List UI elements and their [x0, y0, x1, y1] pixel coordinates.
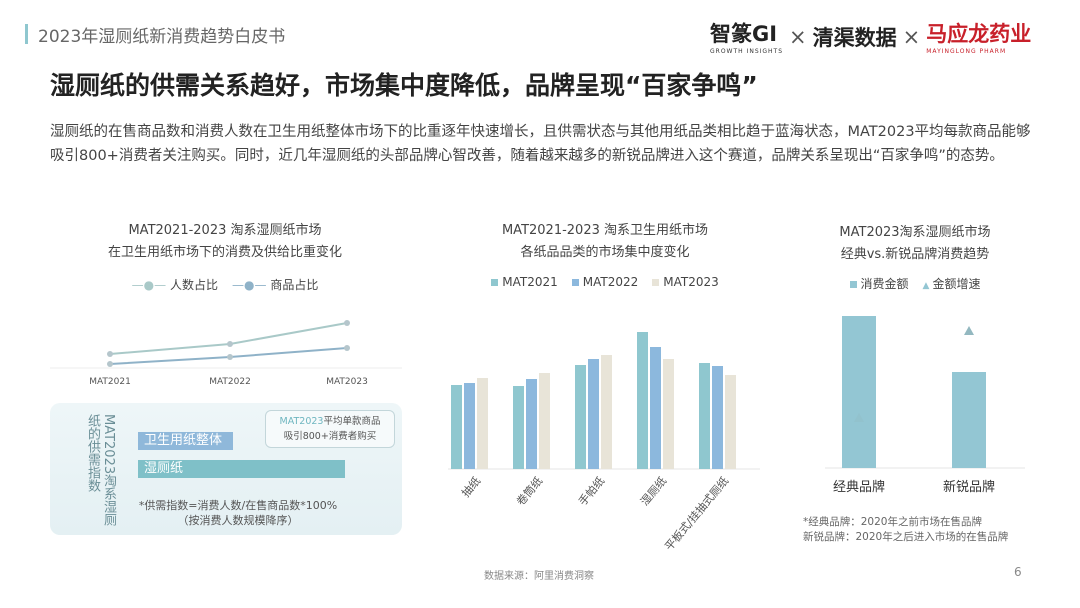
growth-marker — [854, 413, 864, 422]
formula-note: *供需指数=消费人数/在售商品数*100% （按消费人数规模降序） — [138, 499, 338, 527]
legend-item: MAT2022 — [571, 275, 638, 289]
bar-legend: MAT2021 MAT2022 MAT2023 — [440, 275, 770, 289]
zhizhuan-logo: 智篆GI GROWTH INSIGHTS — [710, 22, 784, 55]
legend-item: 消费金额 — [849, 275, 909, 292]
bar — [575, 365, 586, 469]
bar — [513, 386, 524, 469]
legend-item: MAT2021 — [491, 275, 558, 289]
series-line — [109, 322, 348, 355]
mayinglong-logo: 马应龙药业 MAYINGLONG PHARM — [926, 22, 1032, 55]
bar — [637, 332, 648, 469]
bar — [725, 375, 736, 469]
data-point — [344, 345, 350, 351]
chart-title: MAT2021-2023 淘系卫生用纸市场 — [501, 223, 709, 238]
data-point — [227, 354, 233, 360]
x-tick-label: MAT2021 — [89, 377, 131, 387]
bar — [952, 372, 986, 468]
report-title: 2023年湿厕纸新消费趋势白皮书 — [38, 27, 286, 47]
brand-chart-title: MAT2023淘系湿厕纸市场 经典vs.新锐品牌消费趋势 — [800, 222, 1030, 266]
data-point — [344, 320, 350, 326]
panel-label: MAT2023淘系湿厕纸的供需指数 — [85, 414, 116, 527]
chart-subtitle: 经典vs.新锐品牌消费趋势 — [840, 247, 990, 262]
brand-chart: 经典品牌 新锐品牌 — [825, 316, 1025, 495]
bar — [699, 363, 710, 469]
bar — [712, 366, 723, 469]
page-number: 6 — [1014, 565, 1022, 579]
x-tick-label: 抽纸 — [458, 474, 483, 500]
data-point — [227, 341, 233, 347]
bar — [842, 316, 876, 468]
x-tick-label: MAT2022 — [209, 377, 251, 387]
callout-box: MAT2023平均单款商品 吸引800+消费者购买 — [265, 410, 395, 448]
brand-legend: 消费金额 ▲ 金额增速 — [800, 275, 1030, 292]
x-tick-label: 新锐品牌 — [943, 479, 995, 495]
bar — [601, 355, 612, 469]
separator: × — [789, 24, 807, 49]
data-point — [107, 351, 113, 357]
bar — [650, 347, 661, 469]
page-title: 湿厕纸的供需关系趋好，市场集中度降低，品牌呈现“百家争鸣” — [50, 71, 758, 100]
line-legend: —●— 人数占比 —●— 商品占比 — [60, 276, 390, 293]
x-tick-label: 经典品牌 — [833, 479, 885, 495]
qingqu-logo: 清渠数据 — [812, 25, 897, 50]
chart-title: MAT2021-2023 淘系湿厕纸市场 — [128, 223, 322, 238]
bar — [464, 383, 475, 469]
separator: × — [902, 24, 921, 49]
partner-logos: 智篆GI GROWTH INSIGHTS × 清渠数据 × 马应龙药业 MAYING… — [710, 18, 1031, 55]
legend-item: —●— 人数占比 — [131, 278, 218, 292]
supply-bar: 卫生用纸整体 — [138, 432, 234, 450]
chart-subtitle: 在卫生用纸市场下的消费及供给比重变化 — [107, 245, 342, 260]
x-tick-label: 湿厕纸 — [638, 475, 669, 509]
supply-bar: 湿厕纸 — [138, 460, 345, 478]
legend-item: MAT2023 — [652, 275, 719, 289]
x-tick-label: MAT2023 — [326, 377, 368, 387]
chart-title: MAT2023淘系湿厕纸市场 — [839, 225, 991, 240]
header-accent-bar — [25, 24, 28, 44]
legend-item: ▲ 金额增速 — [922, 277, 981, 291]
bar — [526, 379, 537, 469]
line-chart: MAT2021 MAT2022 MAT2023 — [50, 320, 402, 387]
bar — [663, 359, 674, 469]
chart-subtitle: 各纸品品类的市场集中度变化 — [520, 245, 690, 260]
intro-paragraph: 湿厕纸的在售商品数和消费人数在卫生用纸整体市场下的比重逐年快速增长，且供需状态与… — [50, 124, 1031, 164]
x-tick-label: 卷筒纸 — [513, 474, 545, 508]
line-chart-title: MAT2021-2023 淘系湿厕纸市场 在卫生用纸市场下的消费及供给比重变化 — [60, 220, 390, 264]
bar — [477, 378, 488, 469]
x-tick-label: 手帕纸 — [575, 474, 607, 508]
data-source: 数据来源：阿里消费洞察 — [484, 571, 594, 582]
bar — [588, 359, 599, 469]
data-point — [107, 361, 113, 367]
bar — [539, 373, 550, 469]
legend-item: —●— 商品占比 — [232, 278, 319, 292]
growth-marker — [964, 326, 974, 335]
x-tick-label: 平板式/挂抽式厕纸 — [662, 474, 732, 553]
brand-note: *经典品牌：2020年之前市场在售品牌 新锐品牌：2020年之后进入市场的在售品牌 — [803, 516, 1009, 543]
bar — [451, 385, 462, 469]
bar-chart-title: MAT2021-2023 淘系卫生用纸市场 各纸品品类的市场集中度变化 — [440, 220, 770, 264]
